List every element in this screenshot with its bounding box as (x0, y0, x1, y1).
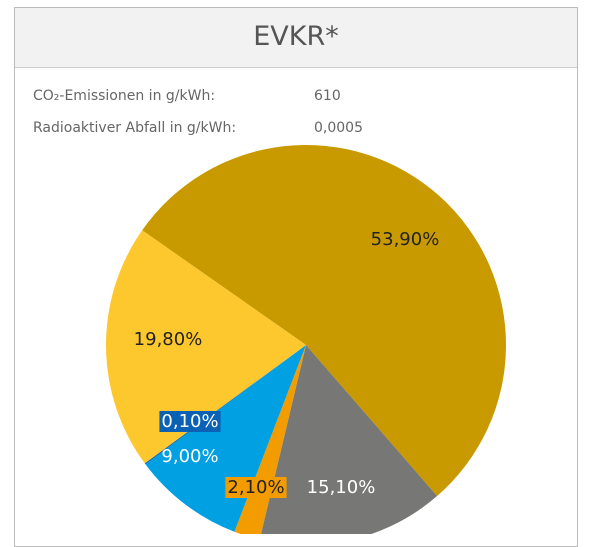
pie-slice (260, 345, 438, 534)
info-row: Radioaktiver Abfall in g/kWh: 0,0005 (33, 120, 363, 136)
info-value: 0,0005 (314, 120, 363, 136)
pie-slice (142, 144, 506, 497)
slice-label: 19,80% (134, 329, 203, 350)
label-background (225, 477, 287, 498)
slice-label: 2,10% (227, 477, 284, 498)
panel-title: EVKR* (15, 8, 577, 68)
pie-slice (105, 230, 306, 464)
pie-slice (144, 345, 306, 465)
chart: 53,90% 15,10% 2,10% 9,00% 0,10% 19,80% (105, 144, 506, 534)
label-background (159, 411, 221, 432)
slice-label: 0,10% (161, 411, 218, 432)
panel: EVKR* CO₂-Emissionen in g/kWh: 610 Radioa… (14, 7, 578, 547)
pie-slice (145, 345, 306, 532)
info-label: CO₂-Emissionen in g/kWh: (33, 88, 216, 104)
info-value: 610 (314, 88, 341, 104)
page: EVKR* CO₂-Emissionen in g/kWh: 610 Radioa… (14, 7, 578, 547)
info-row: CO₂-Emissionen in g/kWh: 610 (33, 88, 341, 104)
info-label: Radioaktiver Abfall in g/kWh: (33, 120, 237, 136)
slice-label: 53,90% (371, 229, 440, 250)
slice-label: 15,10% (307, 477, 376, 498)
slice-label: 9,00% (161, 446, 218, 467)
